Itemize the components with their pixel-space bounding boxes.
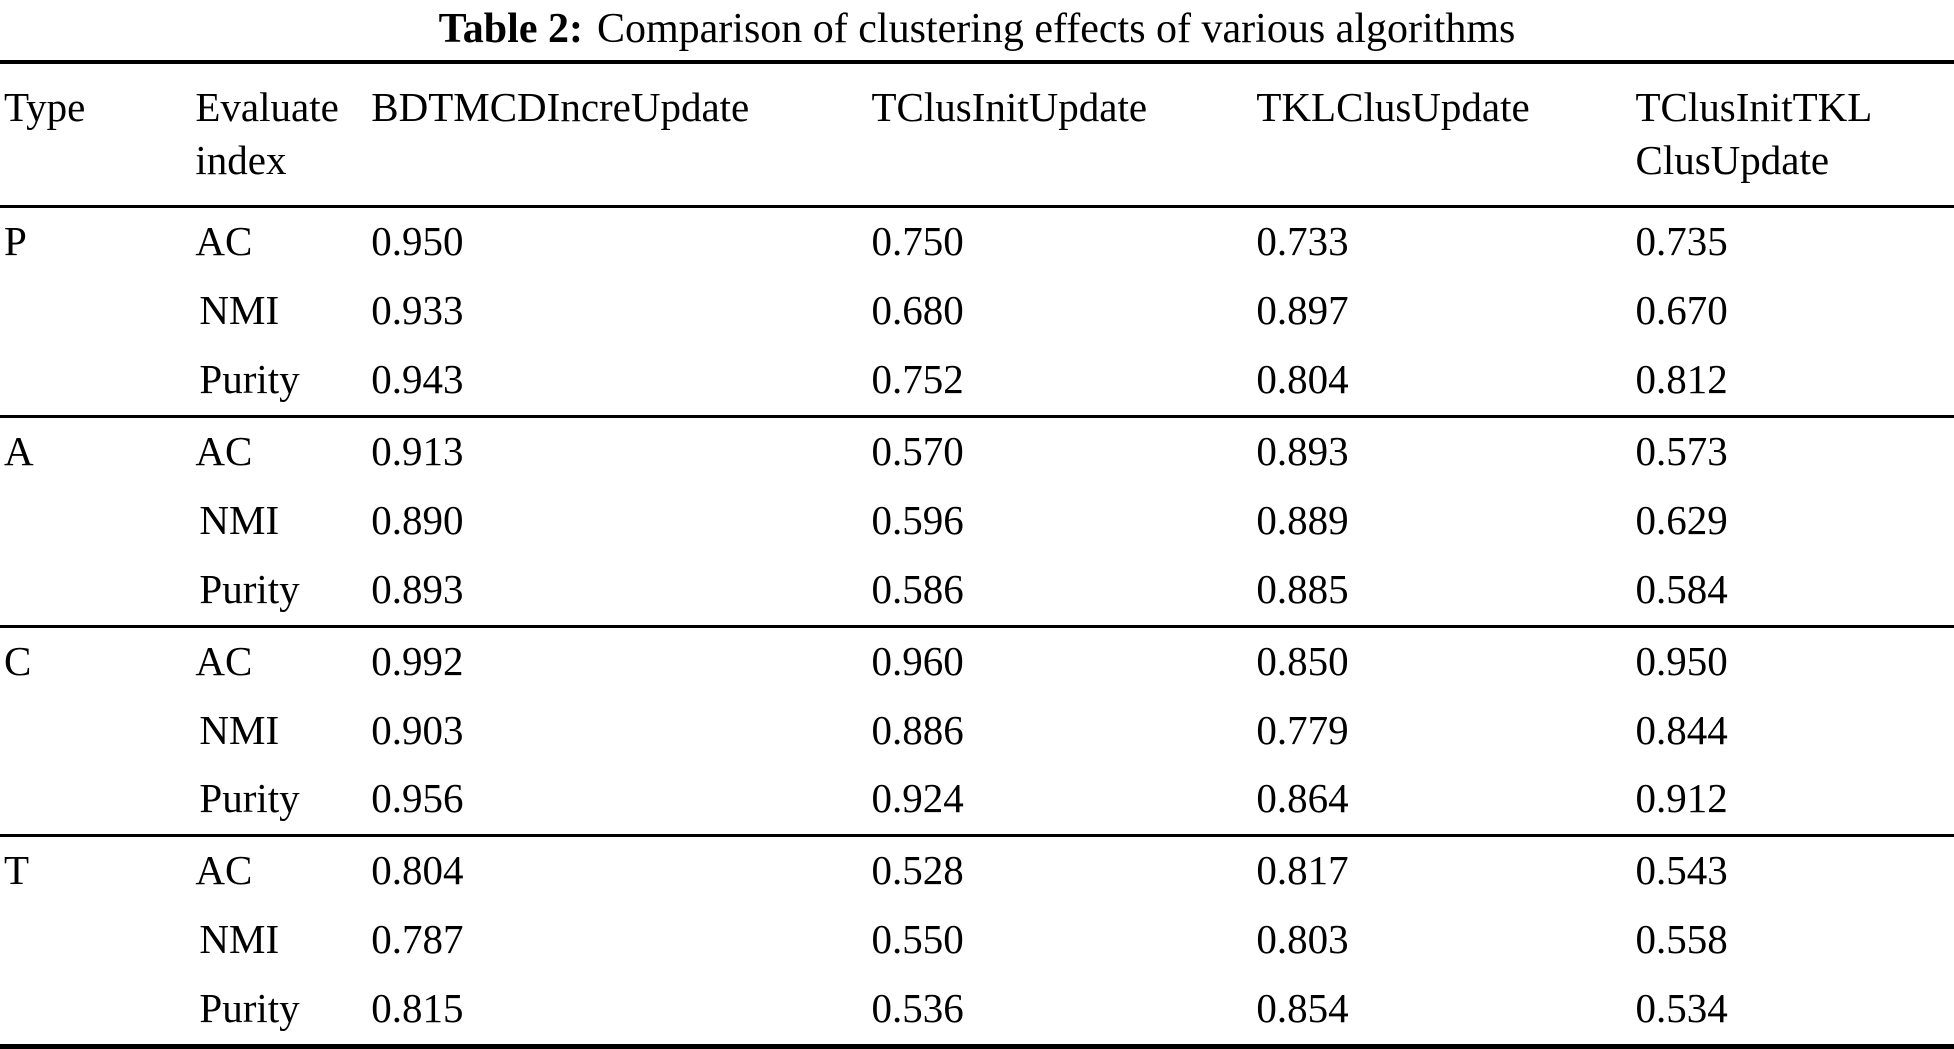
column-header-type: Type: [0, 62, 196, 209]
value-cell: 0.550: [871, 916, 964, 963]
table-row: NMI 0.787 0.550 0.803 0.558: [0, 906, 1954, 975]
type-cell: T: [0, 834, 196, 1047]
table-row: T AC 0.804 0.528 0.817 0.543: [0, 834, 1954, 1047]
value-cell: 0.543: [1635, 834, 1954, 907]
value-cell: 0.890: [371, 496, 464, 543]
value-cell: 0.933: [371, 287, 464, 334]
value-cell: 0.893: [1256, 414, 1636, 487]
column-header-tclus-init-update: TClusInitUpdate: [871, 62, 1257, 209]
value-cell: 0.815: [371, 985, 464, 1032]
value-cell: 0.573: [1635, 414, 1954, 487]
value-cell: 0.596: [871, 496, 964, 543]
table-caption-label: Table 2:: [438, 6, 583, 52]
value-cell: 0.804: [1256, 356, 1349, 403]
value-cell: 0.950: [371, 205, 872, 278]
evaluate-index-cell: AC: [195, 624, 372, 697]
value-cell: 0.750: [871, 205, 1257, 278]
table-row: Purity 0.956 0.924 0.864 0.912: [0, 765, 1954, 835]
value-cell: 0.534: [1635, 985, 1728, 1032]
table-row: P AC 0.950 0.750 0.733 0.735: [0, 205, 1954, 417]
value-cell: 0.817: [1256, 834, 1636, 907]
value-cell: 0.897: [1256, 287, 1349, 334]
value-cell: 0.950: [1635, 624, 1954, 697]
column-header-tclus-init-tkl-clus-update: TClusInitTKL ClusUpdate: [1635, 62, 1954, 209]
type-cell: P: [0, 205, 196, 417]
evaluate-index-cell: Purity: [199, 985, 300, 1032]
evaluate-index-cell: NMI: [199, 916, 280, 963]
table-caption-text: Comparison of clustering effects of vari…: [596, 6, 1516, 52]
value-cell: 0.629: [1635, 496, 1728, 543]
value-cell: 0.558: [1635, 916, 1728, 963]
value-cell: 0.812: [1635, 356, 1728, 403]
table-body: P AC 0.950 0.750 0.733 0.735 NMI 0.933 0.680 0.89…: [0, 205, 1954, 1047]
table-row: Purity 0.943 0.752 0.804 0.812: [0, 346, 1954, 416]
value-cell: 0.956: [371, 775, 464, 822]
results-table: Type Evaluate index BDTMCDIncreUpdate TClus…: [0, 60, 1954, 1049]
value-cell: 0.893: [371, 565, 464, 612]
value-cell: 0.536: [871, 985, 964, 1032]
value-cell: 0.528: [871, 834, 1257, 907]
table-row: NMI 0.903 0.886 0.779 0.844: [0, 697, 1954, 766]
value-cell: 0.779: [1256, 706, 1349, 753]
table-row: A AC 0.913 0.570 0.893 0.573: [0, 414, 1954, 627]
value-cell: 0.864: [1256, 775, 1349, 822]
value-cell: 0.803: [1256, 916, 1349, 963]
value-cell: 0.889: [1256, 496, 1349, 543]
column-header-evaluate-index: Evaluate index: [195, 62, 372, 209]
value-cell: 0.787: [371, 916, 464, 963]
value-cell: 0.885: [1256, 565, 1349, 612]
table-header: Type Evaluate index BDTMCDIncreUpdate TClus…: [0, 62, 1954, 209]
value-cell: 0.913: [371, 414, 872, 487]
type-cell: A: [0, 414, 196, 627]
evaluate-index-cell: NMI: [199, 706, 280, 753]
evaluate-index-cell: AC: [195, 834, 372, 907]
value-cell: 0.733: [1256, 205, 1636, 278]
value-cell: 0.850: [1256, 624, 1636, 697]
evaluate-index-cell: AC: [195, 205, 372, 278]
value-cell: 0.680: [871, 287, 964, 334]
evaluate-index-cell: NMI: [199, 496, 280, 543]
evaluate-index-cell: NMI: [199, 287, 280, 334]
value-cell: 0.924: [871, 775, 964, 822]
value-cell: 0.912: [1635, 775, 1728, 822]
value-cell: 0.844: [1635, 706, 1728, 753]
value-cell: 0.752: [871, 356, 964, 403]
evaluate-index-cell: Purity: [199, 565, 300, 612]
value-cell: 0.570: [871, 414, 1257, 487]
table-row: NMI 0.933 0.680 0.897 0.670: [0, 277, 1954, 346]
value-cell: 0.670: [1635, 287, 1728, 334]
value-cell: 0.584: [1635, 565, 1728, 612]
value-cell: 0.943: [371, 356, 464, 403]
value-cell: 0.804: [371, 834, 872, 907]
value-cell: 0.960: [871, 624, 1257, 697]
table-row: Purity 0.893 0.586 0.885 0.584: [0, 556, 1954, 626]
table-caption: Table 2: Comparison of clustering effects…: [0, 0, 1954, 53]
value-cell: 0.854: [1256, 985, 1349, 1032]
evaluate-index-cell: Purity: [199, 775, 300, 822]
table-row: Purity 0.815 0.536 0.854 0.534: [0, 975, 1954, 1046]
column-header-tkl-clus-update: TKLClusUpdate: [1256, 62, 1636, 209]
table-row: NMI 0.890 0.596 0.889 0.629: [0, 487, 1954, 556]
value-cell: 0.735: [1635, 205, 1954, 278]
value-cell: 0.886: [871, 706, 964, 753]
value-cell: 0.992: [371, 624, 872, 697]
value-cell: 0.903: [371, 706, 464, 753]
table-row: C AC 0.992 0.960 0.850 0.950: [0, 624, 1954, 836]
type-cell: C: [0, 624, 196, 836]
evaluate-index-cell: AC: [195, 414, 372, 487]
value-cell: 0.586: [871, 565, 964, 612]
column-header-bdtmcd-incre-update: BDTMCDIncreUpdate: [371, 62, 872, 209]
header-row: Type Evaluate index BDTMCDIncreUpdate TClus…: [0, 62, 1954, 209]
evaluate-index-cell: Purity: [199, 356, 300, 403]
